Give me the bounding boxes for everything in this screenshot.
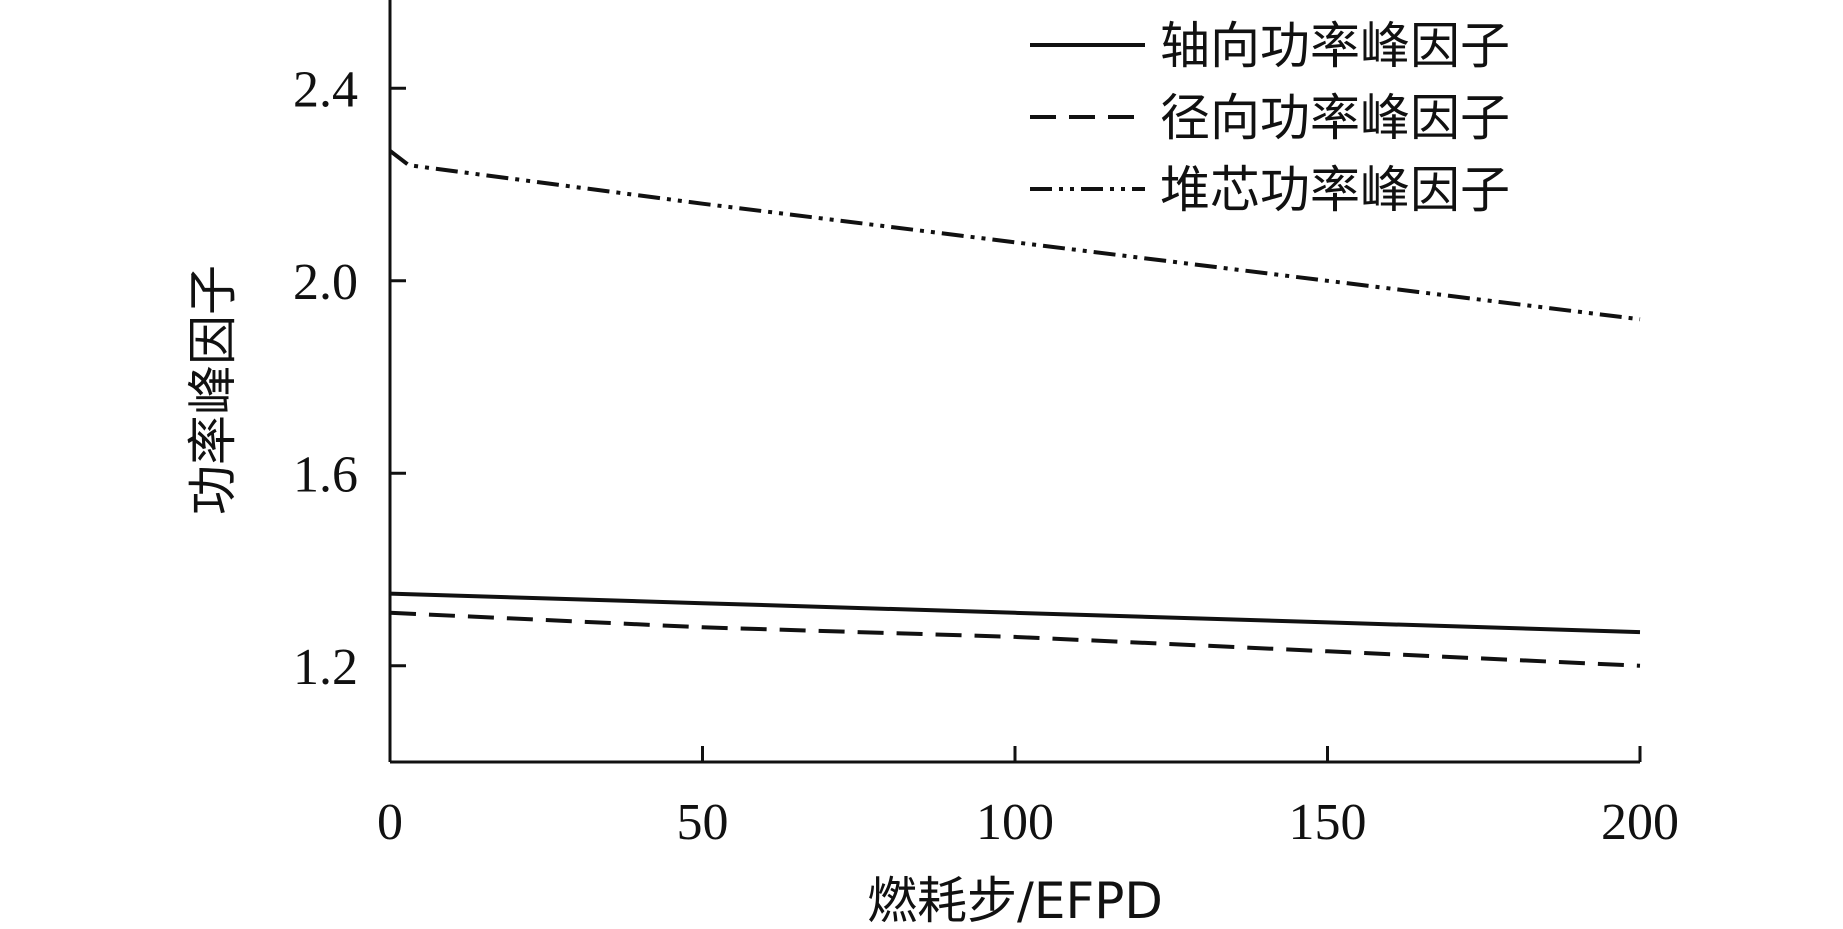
- series-line: [389, 591, 1641, 635]
- series-line: [389, 610, 1641, 668]
- y-axis-title: 功率峰因子: [184, 265, 242, 515]
- x-tick-label: 50: [677, 794, 729, 851]
- x-tick-label: 150: [1289, 794, 1367, 851]
- legend-label: 堆芯功率峰因子: [1160, 161, 1510, 219]
- x-tick-label: 200: [1601, 794, 1679, 851]
- series-group: [388, 149, 1641, 668]
- series-line: [388, 149, 1641, 322]
- legend-label: 轴向功率峰因子: [1160, 17, 1510, 75]
- x-axis-title: 燃耗步/EFPD: [867, 872, 1163, 929]
- y-tick-label: 2.4: [293, 61, 358, 118]
- x-tick-label: 0: [377, 794, 403, 851]
- legend-label: 径向功率峰因子: [1160, 89, 1510, 147]
- y-tick-label: 2.0: [293, 254, 358, 311]
- y-tick-label: 1.6: [293, 446, 358, 503]
- x-tick-label: 100: [976, 794, 1054, 851]
- ticks: 0 50 100 150 200 1.2 1.6 2.0 2.4: [293, 61, 1679, 851]
- y-tick-label: 1.2: [293, 639, 358, 696]
